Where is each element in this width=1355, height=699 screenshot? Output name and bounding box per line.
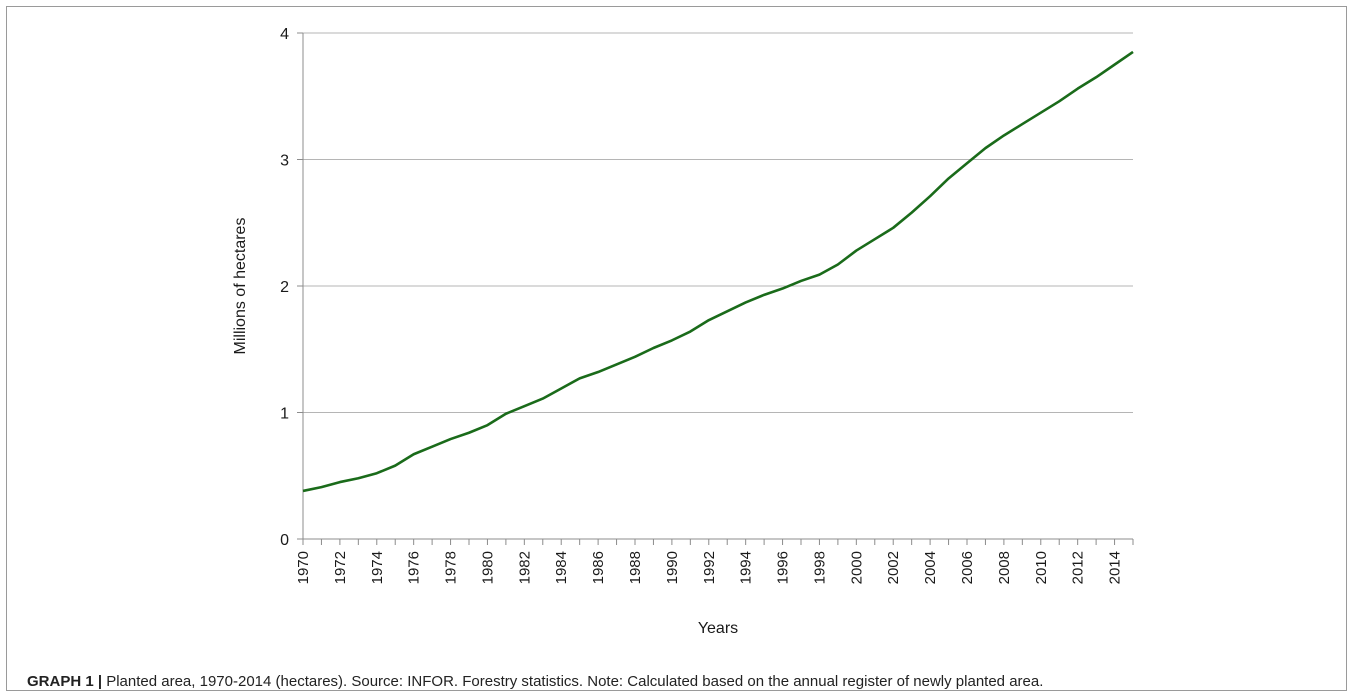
x-tick-label-1982: 1982 — [516, 551, 533, 584]
series-line — [302, 50, 1134, 493]
figure-frame: 0 1 2 3 4 1970 1972 1974 1976 1978 1980 1982 1984 198… — [6, 6, 1347, 691]
x-tick-label-1976: 1976 — [406, 551, 423, 584]
x-axis-title: Years — [698, 620, 738, 637]
y-tick-label-3: 3 — [280, 153, 289, 170]
x-tick-label-1996: 1996 — [775, 551, 792, 584]
x-tick-label-2002: 2002 — [885, 551, 902, 584]
caption-lead: GRAPH 1 | — [27, 673, 103, 690]
line-chart: 0 1 2 3 4 1970 1972 1974 1976 1978 1980 1982 1984 198… — [232, 26, 1134, 637]
figure-caption: GRAPH 1 | Planted area, 1970-2014 (hecta… — [27, 673, 1347, 690]
x-tick-label-2004: 2004 — [922, 551, 939, 584]
x-tick-label-2010: 2010 — [1033, 551, 1050, 584]
x-tick-label-2000: 2000 — [848, 551, 865, 584]
x-tick-label-1972: 1972 — [332, 551, 349, 584]
y-tick-label-2: 2 — [280, 279, 289, 296]
x-tick-label-1984: 1984 — [553, 551, 570, 584]
x-tick-label-1980: 1980 — [479, 551, 496, 584]
caption-text: Planted area, 1970-2014 (hectares). Sour… — [102, 673, 1044, 690]
x-tick-label-2008: 2008 — [996, 551, 1013, 584]
y-tick-label-4: 4 — [280, 26, 289, 43]
x-tick-label-2012: 2012 — [1070, 551, 1087, 584]
y-tick-label-0: 0 — [280, 532, 289, 549]
x-tick-label-1990: 1990 — [664, 551, 681, 584]
x-tick-label-1994: 1994 — [738, 551, 755, 584]
x-tick-label-1988: 1988 — [627, 551, 644, 584]
y-tick-label-1: 1 — [280, 406, 289, 423]
x-tick-label-1992: 1992 — [701, 551, 718, 584]
y-axis-title: Millions of hectares — [232, 218, 249, 355]
x-tick-label-2006: 2006 — [959, 551, 976, 584]
x-tick-label-2014: 2014 — [1107, 551, 1124, 584]
x-tick-label-1986: 1986 — [590, 551, 607, 584]
x-tick-label-1974: 1974 — [369, 551, 386, 584]
x-tick-label-1970: 1970 — [295, 551, 312, 584]
x-tick-label-1998: 1998 — [811, 551, 828, 584]
x-tick-label-1978: 1978 — [443, 551, 460, 584]
